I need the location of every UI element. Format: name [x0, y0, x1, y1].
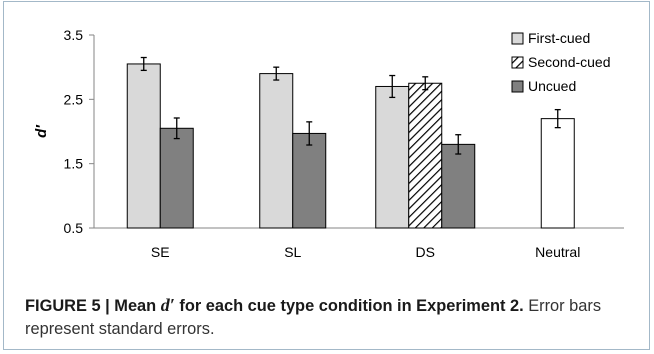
- error-bars: [140, 56, 561, 155]
- bar: [408, 82, 443, 229]
- bar: [292, 132, 327, 229]
- bars: [126, 63, 575, 229]
- bar: [126, 63, 161, 229]
- x-tick-label: DS: [416, 244, 435, 260]
- legend-label: Second-cued: [528, 54, 611, 70]
- legend-label: Uncued: [528, 78, 576, 94]
- y-axis-label: d′: [33, 124, 50, 138]
- figure-frame: 0.5 1.5 2.5 3.5 d′ SE SL DS Neutral First-cued Se…: [3, 1, 650, 350]
- bar: [259, 73, 294, 229]
- bar: [441, 143, 476, 229]
- bar-chart: 0.5 1.5 2.5 3.5 d′ SE SL DS Neutral First-cued Se…: [33, 27, 624, 260]
- caption-label-rest: for each cue type condition in Experimen…: [174, 297, 524, 315]
- y-tick-label: 0.5: [64, 220, 84, 236]
- caption-text: Error bars represent standard errors.: [25, 297, 602, 338]
- bar: [159, 127, 194, 229]
- legend-swatch: [511, 56, 524, 69]
- figure-caption: FIGURE 5 | Mean d′ for each cue type con…: [25, 294, 640, 341]
- legend: First-cued Second-cued Uncued: [511, 30, 611, 94]
- y-tick-label: 2.5: [64, 91, 84, 107]
- legend-swatch: [511, 80, 524, 93]
- y-tick-label: 3.5: [64, 27, 84, 43]
- bar: [375, 85, 410, 229]
- caption-dprime: d′: [160, 295, 175, 315]
- caption-label: FIGURE 5 | Mean: [25, 297, 161, 315]
- legend-label: First-cued: [528, 30, 590, 46]
- x-tick-label: SL: [284, 244, 301, 260]
- bar: [540, 118, 575, 229]
- y-tick-label: 1.5: [64, 156, 84, 172]
- x-tick-label: SE: [151, 244, 170, 260]
- legend-swatch: [511, 32, 524, 45]
- x-tick-label: Neutral: [535, 244, 580, 260]
